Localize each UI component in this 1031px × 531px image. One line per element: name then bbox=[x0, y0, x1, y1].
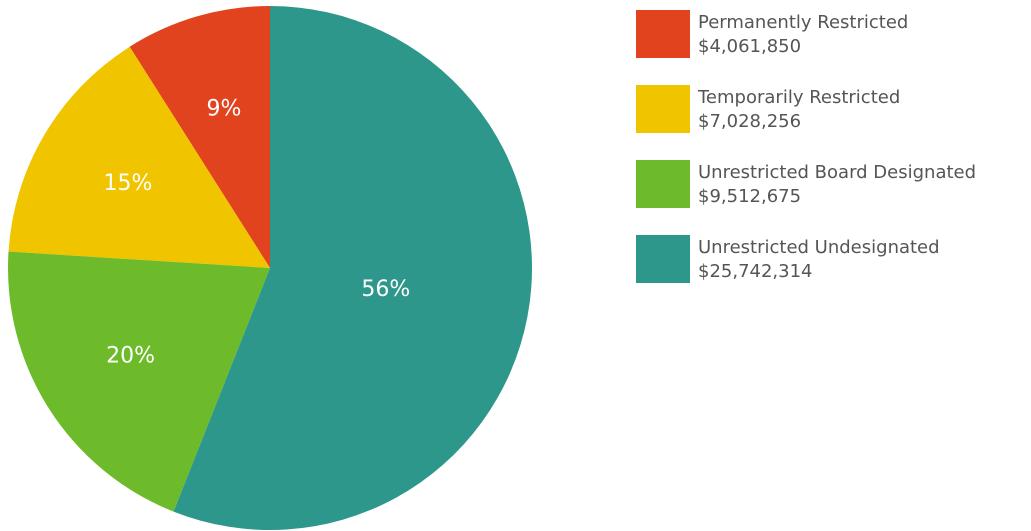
pie-slice bbox=[7, 251, 270, 512]
slice-label: 9% bbox=[206, 96, 241, 121]
slice-label: 20% bbox=[106, 343, 155, 368]
legend-amount: $25,742,314 bbox=[698, 261, 813, 282]
legend-amount: $7,028,256 bbox=[698, 111, 801, 132]
slice-label: 15% bbox=[103, 171, 152, 196]
legend-amount: $9,512,675 bbox=[698, 186, 801, 207]
legend-swatch bbox=[636, 160, 690, 208]
pie-slice bbox=[129, 6, 270, 268]
legend-amount: $4,061,850 bbox=[698, 36, 801, 57]
legend-label: Unrestricted Board Designated bbox=[698, 162, 976, 183]
legend-label: Unrestricted Undesignated bbox=[698, 237, 940, 258]
legend-swatch bbox=[636, 10, 690, 58]
pie-slice bbox=[8, 46, 270, 268]
legend-swatch bbox=[636, 85, 690, 133]
legend-swatch bbox=[636, 235, 690, 283]
legend-label: Temporarily Restricted bbox=[697, 87, 900, 108]
slice-label: 56% bbox=[361, 277, 410, 302]
pie-slice bbox=[173, 6, 532, 530]
legend-label: Permanently Restricted bbox=[698, 12, 908, 33]
